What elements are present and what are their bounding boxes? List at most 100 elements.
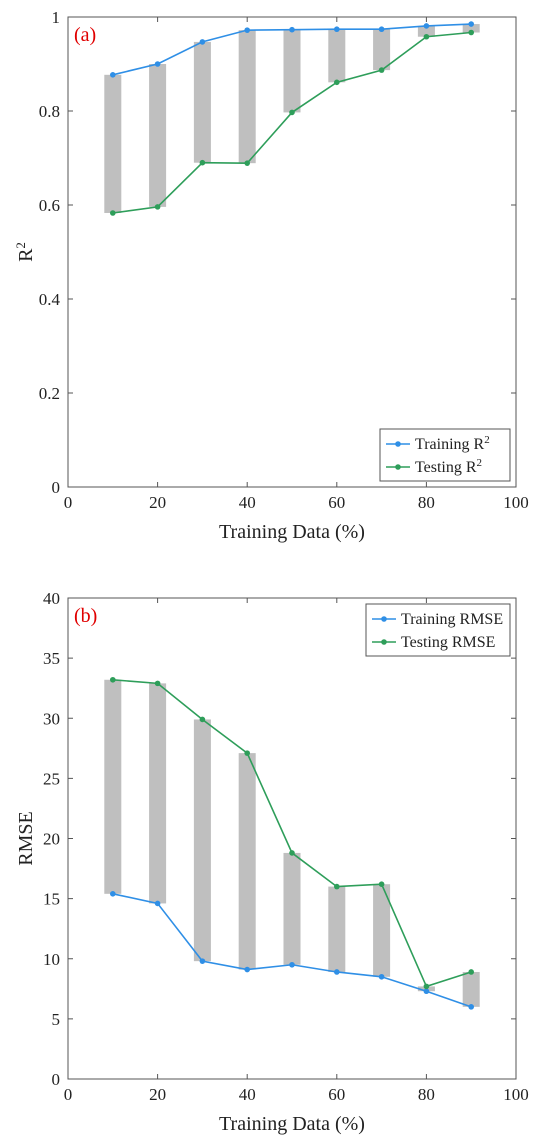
data-point: [378, 973, 385, 980]
x-tick-label: 0: [64, 1085, 73, 1104]
data-point: [110, 676, 116, 683]
data-point: [423, 33, 430, 40]
chart-panel-b: 0 20 40 60 80 100 0 5 10 15 20 25 30 35 40 (b) Trainin…: [15, 589, 529, 1135]
data-point: [154, 900, 161, 907]
y-tick-label: 0.4: [39, 290, 61, 309]
data-point: [423, 988, 430, 995]
legend-label: Testing R2: [415, 457, 482, 476]
y-tick-label: 30: [43, 709, 60, 728]
x-axis-title: Training Data (%): [219, 1113, 365, 1135]
data-point: [468, 969, 475, 975]
y-tick-label: 0.6: [39, 196, 60, 215]
data-point: [199, 39, 206, 45]
data-point: [244, 160, 250, 166]
gap-bar: [193, 719, 211, 962]
legend-label: Training R2: [415, 434, 490, 453]
x-tick-label: 20: [149, 1085, 166, 1104]
y-tick-label: 1: [52, 8, 61, 27]
data-point: [110, 891, 116, 897]
legend-label-sup: 2: [477, 457, 483, 469]
legend: Training RMSE Testing RMSE: [365, 603, 511, 657]
y-axis-title-main: R: [15, 248, 37, 262]
gap-bar: [373, 884, 391, 977]
data-point: [334, 883, 340, 890]
data-point: [423, 983, 430, 990]
data-point: [334, 79, 340, 86]
y-axis-title-sup: 2: [13, 242, 28, 249]
y-tick-label: 0.8: [39, 102, 60, 121]
gap-bar: [149, 683, 167, 904]
gap-bar: [462, 971, 480, 1007]
data-point: [334, 26, 340, 33]
data-point: [289, 850, 295, 856]
y-tick-label: 10: [43, 950, 60, 969]
x-tick-label: 40: [239, 1085, 256, 1104]
legend-label-sup: 2: [484, 434, 490, 446]
data-point: [378, 26, 385, 33]
data-point: [289, 109, 295, 116]
x-tick-label: 80: [418, 1085, 435, 1104]
legend-box: [379, 428, 511, 482]
data-point: [468, 21, 475, 27]
data-point: [378, 67, 385, 73]
gap-bar: [283, 852, 301, 965]
legend-label: Training RMSE: [401, 611, 503, 628]
legend-marker: [395, 464, 401, 470]
x-tick-label: 40: [239, 493, 256, 512]
x-tick-label: 60: [328, 1085, 345, 1104]
y-tick-label: 20: [43, 830, 60, 849]
data-point: [289, 26, 295, 33]
chart-panel-a: 0 20 40 60 80 100 0 0.2 0.4 0.6 0.8 1 (a) Training …: [13, 8, 529, 543]
x-axis-title: Training Data (%): [219, 521, 365, 543]
gap-bar: [104, 74, 122, 213]
y-axis-title-main: RMSE: [15, 811, 37, 865]
y-tick-label: 0: [52, 1070, 61, 1089]
data-point: [199, 958, 206, 964]
x-tick-label: 60: [328, 493, 345, 512]
gap-bar: [104, 679, 122, 894]
y-tick-label: 5: [52, 1010, 61, 1029]
data-point: [154, 680, 161, 687]
axis-ticks: 0 20 40 60 80 100 0 5 10 15 20 25 30 35 40: [43, 589, 529, 1104]
y-tick-label: 25: [43, 769, 60, 788]
gap-bar: [328, 29, 346, 83]
legend-label: Testing RMSE: [401, 634, 495, 651]
gap-bar: [417, 25, 435, 37]
gap-bar: [193, 41, 211, 163]
data-point: [199, 159, 206, 166]
x-tick-label: 20: [149, 493, 166, 512]
y-axis-title: R2: [13, 242, 38, 262]
legend-marker: [381, 639, 387, 645]
data-point: [244, 750, 250, 756]
legend-label-main: Training R: [415, 436, 485, 453]
gap-bar: [238, 30, 256, 164]
x-tick-label: 100: [503, 1085, 529, 1104]
gap-bar: [238, 753, 256, 970]
x-tick-label: 100: [503, 493, 529, 512]
legend-box: [365, 603, 511, 657]
data-point: [244, 27, 250, 33]
panel-label: (b): [74, 605, 97, 627]
series-lines: [110, 21, 475, 216]
data-point: [468, 1004, 475, 1010]
data-point: [110, 72, 116, 78]
data-point: [154, 61, 161, 67]
axis-ticks: 0 20 40 60 80 100 0 0.2 0.4 0.6 0.8 1: [39, 8, 529, 512]
x-tick-label: 0: [64, 493, 73, 512]
plot-frame: [67, 16, 517, 488]
legend-label-main: Training RMSE: [401, 611, 503, 628]
series-lines: [110, 676, 475, 1010]
plot-frame: [67, 597, 517, 1080]
data-point: [199, 716, 206, 723]
data-point: [423, 23, 430, 29]
gap-bar: [149, 64, 167, 207]
data-point: [334, 969, 340, 975]
gap-bar: [328, 886, 346, 972]
data-point: [154, 204, 161, 210]
x-tick-label: 80: [418, 493, 435, 512]
panel-label: (a): [74, 24, 96, 46]
legend-marker: [381, 616, 387, 622]
data-point: [468, 29, 475, 36]
legend-marker: [395, 441, 401, 447]
